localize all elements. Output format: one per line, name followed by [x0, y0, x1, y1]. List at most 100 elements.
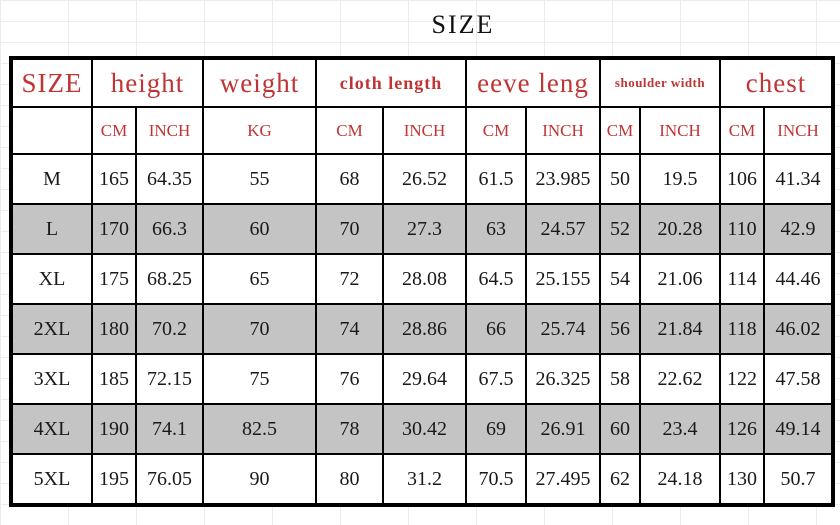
data-cell: 64.35 — [135, 153, 204, 205]
data-cell: 63 — [465, 203, 528, 255]
size-cell: 3XL — [10, 353, 93, 405]
data-cell: 66 — [465, 303, 528, 355]
data-cell: 27.3 — [381, 203, 468, 255]
size-chart-table: SIZE height weight cloth length eeve len… — [9, 56, 836, 507]
table-row-xl: XL 175 68.25 65 72 28.08 64.5 25.155 54 … — [10, 253, 835, 305]
data-cell: 22.62 — [639, 353, 722, 405]
data-cell: 122 — [719, 353, 766, 405]
unit-header-blank — [10, 106, 93, 155]
data-cell: 24.18 — [639, 453, 722, 506]
size-cell: M — [10, 153, 93, 205]
data-cell: 56 — [599, 303, 642, 355]
data-cell: 82.5 — [202, 403, 317, 455]
column-header-sleeve-length: eeve leng — [465, 57, 602, 108]
page-title: SIZE — [431, 10, 495, 39]
unit-header-sleeve-inch: INCH — [525, 106, 602, 155]
size-cell: L — [10, 203, 93, 255]
table-row-l: L 170 66.3 60 70 27.3 63 24.57 52 20.28 … — [10, 203, 835, 255]
data-cell: 54 — [599, 253, 642, 305]
column-header-chest: chest — [719, 57, 835, 108]
data-cell: 74 — [315, 303, 384, 355]
column-header-height: height — [91, 57, 204, 108]
data-cell: 70.5 — [465, 453, 528, 506]
table-row-3xl: 3XL 185 72.15 75 76 29.64 67.5 26.325 58… — [10, 353, 835, 405]
data-cell: 195 — [91, 453, 137, 506]
data-cell: 44.46 — [763, 253, 835, 305]
data-cell: 41.34 — [763, 153, 835, 205]
data-cell: 42.9 — [763, 203, 835, 255]
unit-header-sleeve-cm: CM — [465, 106, 528, 155]
data-cell: 70 — [315, 203, 384, 255]
data-cell: 26.325 — [525, 353, 602, 405]
data-cell: 180 — [91, 303, 137, 355]
data-cell: 58 — [599, 353, 642, 405]
data-cell: 118 — [719, 303, 766, 355]
data-cell: 52 — [599, 203, 642, 255]
column-header-shoulder-width: shoulder width — [599, 57, 722, 108]
unit-header-weight-kg: KG — [202, 106, 317, 155]
data-cell: 20.28 — [639, 203, 722, 255]
data-cell: 69 — [465, 403, 528, 455]
data-cell: 75 — [202, 353, 317, 405]
data-cell: 49.14 — [763, 403, 835, 455]
size-cell: 5XL — [10, 453, 93, 506]
size-cell: 4XL — [10, 403, 93, 455]
table-row-4xl: 4XL 190 74.1 82.5 78 30.42 69 26.91 60 2… — [10, 403, 835, 455]
data-cell: 30.42 — [381, 403, 468, 455]
data-cell: 80 — [315, 453, 384, 506]
data-cell: 114 — [719, 253, 766, 305]
data-cell: 28.08 — [381, 253, 468, 305]
table-row-2xl: 2XL 180 70.2 70 74 28.86 66 25.74 56 21.… — [10, 303, 835, 355]
group-header-row: SIZE height weight cloth length eeve len… — [10, 57, 835, 108]
data-cell: 126 — [719, 403, 766, 455]
data-cell: 62 — [599, 453, 642, 506]
data-cell: 60 — [202, 203, 317, 255]
data-cell: 31.2 — [381, 453, 468, 506]
unit-header-cloth-cm: CM — [315, 106, 384, 155]
data-cell: 68 — [315, 153, 384, 205]
data-cell: 76 — [315, 353, 384, 405]
data-cell: 74.1 — [135, 403, 204, 455]
data-cell: 60 — [599, 403, 642, 455]
column-header-cloth-length: cloth length — [314, 57, 468, 108]
unit-header-cloth-inch: INCH — [381, 106, 468, 155]
data-cell: 26.52 — [381, 153, 468, 205]
data-cell: 66.3 — [135, 203, 204, 255]
data-cell: 23.985 — [525, 153, 602, 205]
column-header-size: SIZE — [10, 57, 93, 108]
data-cell: 28.86 — [381, 303, 468, 355]
data-cell: 47.58 — [763, 353, 835, 405]
size-cell: XL — [10, 253, 93, 305]
data-cell: 61.5 — [465, 153, 528, 205]
unit-header-chest-cm: CM — [719, 106, 766, 155]
data-cell: 21.84 — [639, 303, 722, 355]
data-cell: 67.5 — [465, 353, 528, 405]
data-cell: 64.5 — [465, 253, 528, 305]
data-cell: 50.7 — [763, 453, 835, 506]
data-cell: 106 — [719, 153, 766, 205]
data-cell: 72 — [315, 253, 384, 305]
table-row-m: M 165 64.35 55 68 26.52 61.5 23.985 50 1… — [10, 153, 835, 205]
data-cell: 19.5 — [639, 153, 722, 205]
unit-header-row: CM INCH KG CM INCH CM INCH CM INCH CM IN… — [10, 106, 835, 155]
data-cell: 25.74 — [525, 303, 602, 355]
data-cell: 190 — [91, 403, 137, 455]
data-cell: 70 — [202, 303, 317, 355]
table-row-5xl: 5XL 195 76.05 90 80 31.2 70.5 27.495 62 … — [10, 453, 835, 506]
data-cell: 29.64 — [381, 353, 468, 405]
unit-header-shoulder-cm: CM — [599, 106, 642, 155]
data-cell: 23.4 — [639, 403, 722, 455]
data-cell: 72.15 — [135, 353, 204, 405]
data-cell: 70.2 — [135, 303, 204, 355]
data-cell: 46.02 — [763, 303, 835, 355]
data-cell: 76.05 — [135, 453, 204, 506]
data-cell: 90 — [202, 453, 317, 506]
data-cell: 25.155 — [525, 253, 602, 305]
data-cell: 21.06 — [639, 253, 722, 305]
data-cell: 78 — [315, 403, 384, 455]
size-cell: 2XL — [10, 303, 93, 355]
unit-header-chest-inch: INCH — [763, 106, 835, 155]
data-cell: 50 — [599, 153, 642, 205]
column-header-weight: weight — [202, 57, 317, 108]
data-cell: 26.91 — [525, 403, 602, 455]
